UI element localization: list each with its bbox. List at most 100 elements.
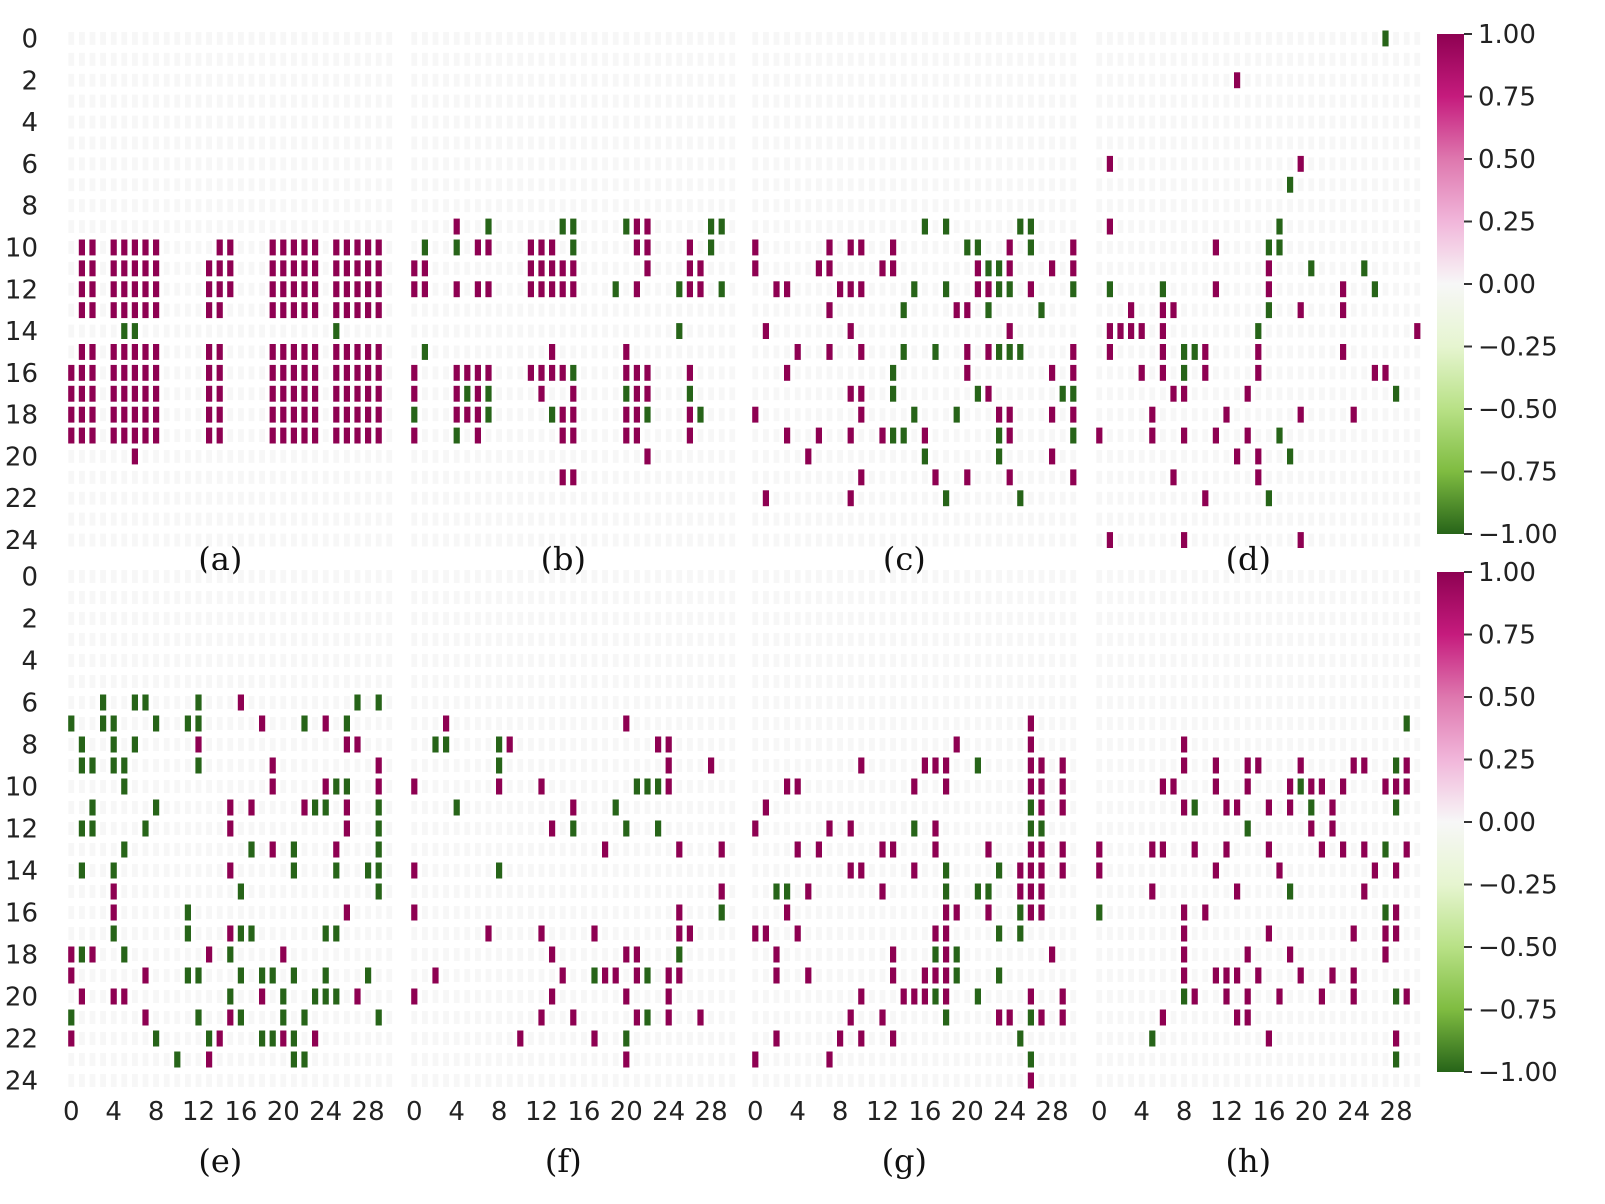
cell-zero xyxy=(890,450,896,463)
cell-zero xyxy=(174,157,181,171)
cell-zero xyxy=(1255,94,1262,108)
cell-zero xyxy=(453,178,460,192)
cell-zero xyxy=(153,633,159,646)
cell-zero xyxy=(142,738,149,751)
cell-zero xyxy=(816,303,822,317)
cell-zero xyxy=(549,157,555,171)
cell-positive xyxy=(78,385,85,402)
cell-positive xyxy=(269,281,276,298)
cell-zero xyxy=(1170,366,1177,380)
cell-zero xyxy=(1006,220,1013,233)
cell-zero xyxy=(506,885,513,898)
cell-zero xyxy=(708,885,714,898)
cell-zero xyxy=(1287,115,1293,129)
cell-zero xyxy=(1255,136,1262,150)
cell-zero xyxy=(1213,73,1219,87)
cell-zero xyxy=(1191,73,1198,87)
cell-zero xyxy=(1244,261,1251,275)
cell-zero xyxy=(517,717,524,730)
cell-zero xyxy=(269,927,276,940)
cell-negative xyxy=(1017,490,1024,507)
cell-zero xyxy=(676,241,683,254)
cell-positive xyxy=(110,904,117,921)
cell-zero xyxy=(79,717,85,730)
cell-zero xyxy=(634,324,640,338)
cell-zero xyxy=(344,533,350,547)
cell-zero xyxy=(1181,178,1187,192)
cell-zero xyxy=(344,864,350,877)
cell-zero xyxy=(1234,94,1240,108)
cell-zero xyxy=(163,345,170,359)
cell-zero xyxy=(322,612,329,625)
cell-zero xyxy=(100,780,106,793)
cell-zero xyxy=(322,199,329,213)
cell-negative xyxy=(411,406,418,423)
cell-zero xyxy=(581,780,587,793)
cell-zero xyxy=(422,738,428,751)
cell-zero xyxy=(1160,115,1166,129)
cell-zero xyxy=(216,696,223,709)
cell-zero xyxy=(259,115,265,129)
cell-zero xyxy=(943,73,949,87)
cell-zero xyxy=(153,94,159,108)
cell-zero xyxy=(847,345,854,359)
cell-zero xyxy=(794,199,801,213)
cell-positive xyxy=(644,364,651,381)
cell-zero xyxy=(100,408,106,422)
cell-zero xyxy=(259,570,265,583)
cell-zero xyxy=(1223,491,1230,505)
cell-zero xyxy=(386,780,393,793)
cell-zero xyxy=(121,906,128,919)
cell-zero xyxy=(238,241,244,254)
cell-zero xyxy=(301,591,308,604)
cell-zero xyxy=(1117,199,1124,213)
cell-zero xyxy=(312,533,318,547)
cell-zero xyxy=(344,759,350,772)
cell-zero xyxy=(953,324,960,338)
cell-zero xyxy=(763,220,769,233)
cell-positive xyxy=(985,344,992,360)
cell-zero xyxy=(826,429,833,442)
cell-zero xyxy=(549,696,555,709)
cell-zero xyxy=(365,1074,371,1087)
y-tick-label: 18 xyxy=(5,941,38,971)
cell-positive xyxy=(411,281,418,298)
cell-zero xyxy=(549,32,555,45)
cell-zero xyxy=(443,136,449,150)
cell-zero xyxy=(174,948,181,961)
cell-zero xyxy=(79,591,85,604)
cell-zero xyxy=(259,612,265,625)
cell-zero xyxy=(280,570,287,583)
cell-zero xyxy=(1297,512,1304,526)
cell-zero xyxy=(496,591,502,604)
cell-zero xyxy=(496,450,502,463)
cell-positive xyxy=(1202,490,1209,507)
cell-negative xyxy=(301,1051,308,1068)
cell-zero xyxy=(1117,366,1124,380)
cell-positive xyxy=(142,385,149,402)
cell-zero xyxy=(1382,73,1389,87)
cell-zero xyxy=(344,696,350,709)
cell-zero xyxy=(506,429,513,442)
cell-zero xyxy=(932,512,939,526)
cell-zero xyxy=(259,927,265,940)
cell-zero xyxy=(1308,115,1315,129)
cell-negative xyxy=(227,988,234,1005)
cell-zero xyxy=(1181,220,1187,233)
cell-zero xyxy=(291,1011,297,1024)
cell-zero xyxy=(248,303,255,317)
cell-zero xyxy=(1255,241,1262,254)
cell-zero xyxy=(375,990,382,1003)
cell-zero xyxy=(1329,450,1336,463)
cell-negative xyxy=(1393,385,1400,402)
cell-positive xyxy=(312,1030,319,1047)
cell-zero xyxy=(496,654,502,667)
cell-zero xyxy=(443,94,449,108)
cell-zero xyxy=(1049,324,1055,338)
cell-zero xyxy=(718,780,725,793)
cell-zero xyxy=(729,717,736,730)
cell-zero xyxy=(432,199,439,213)
cell-zero xyxy=(697,366,704,380)
cell-positive xyxy=(121,364,128,381)
cell-zero xyxy=(623,450,630,463)
